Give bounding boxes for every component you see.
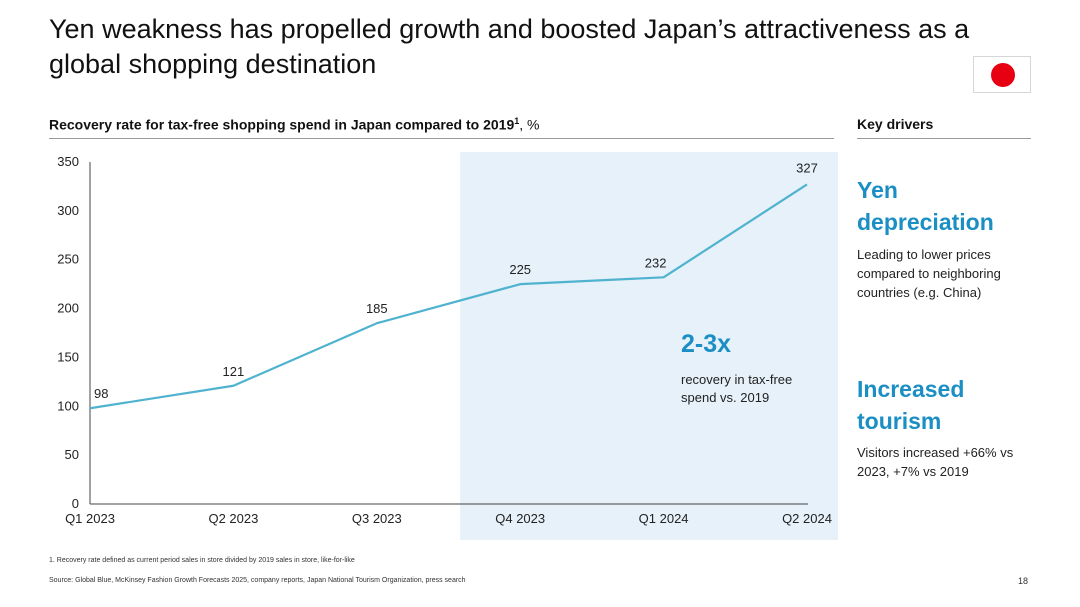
chart-heading-footnote-mark: 1	[514, 116, 520, 126]
x-tick-label: Q2 2024	[782, 511, 832, 526]
flag-red-circle	[991, 63, 1015, 87]
y-tick-label: 300	[57, 203, 79, 218]
chart-heading-divider	[49, 138, 834, 139]
x-tick-label: Q2 2023	[208, 511, 258, 526]
driver-increased-tourism-title: Increased tourism	[857, 376, 965, 434]
y-tick-label: 200	[57, 301, 79, 316]
chart-heading: Recovery rate for tax-free shopping spen…	[49, 116, 540, 133]
page-number: 18	[1018, 576, 1029, 586]
driver-yen-depreciation-title: Yen depreciation	[857, 177, 994, 235]
slide-title: Yen weakness has propelled growth and bo…	[49, 14, 970, 79]
data-label: 121	[223, 364, 245, 379]
driver-yen-depreciation-desc: Leading to lower prices compared to neig…	[857, 247, 1001, 300]
driver-increased-tourism-desc: Visitors increased +66% vs 2023, +7% vs …	[857, 445, 1014, 479]
x-tick-label: Q4 2023	[495, 511, 545, 526]
data-label: 327	[796, 160, 818, 175]
y-tick-label: 0	[72, 496, 79, 511]
key-drivers-divider	[857, 138, 1031, 139]
data-label: 232	[645, 255, 667, 270]
data-label: 98	[94, 386, 108, 401]
x-tick-label: Q1 2023	[65, 511, 115, 526]
source-note: Source: Global Blue, McKinsey Fashion Gr…	[49, 577, 466, 584]
x-tick-label: Q3 2023	[352, 511, 402, 526]
y-tick-label: 100	[57, 398, 79, 413]
series-line	[89, 183, 808, 410]
y-tick-label: 250	[57, 252, 79, 267]
callout-multiplier: 2-3x	[681, 330, 732, 358]
japan-flag-icon	[973, 56, 1031, 93]
data-label: 225	[509, 262, 531, 277]
chart-heading-text: Recovery rate for tax-free shopping spen…	[49, 116, 515, 133]
y-tick-label: 150	[57, 349, 79, 364]
y-tick-label: 50	[65, 447, 79, 462]
y-tick-label: 350	[57, 154, 79, 169]
highlight-region	[460, 152, 838, 540]
data-label: 185	[366, 301, 388, 316]
key-drivers-heading: Key drivers	[857, 116, 934, 132]
footnote: 1. Recovery rate defined as current peri…	[49, 557, 355, 564]
chart-heading-unit: , %	[519, 116, 540, 133]
x-tick-label: Q1 2024	[639, 511, 689, 526]
callout-description: recovery in tax-free spend vs. 2019	[681, 372, 793, 405]
